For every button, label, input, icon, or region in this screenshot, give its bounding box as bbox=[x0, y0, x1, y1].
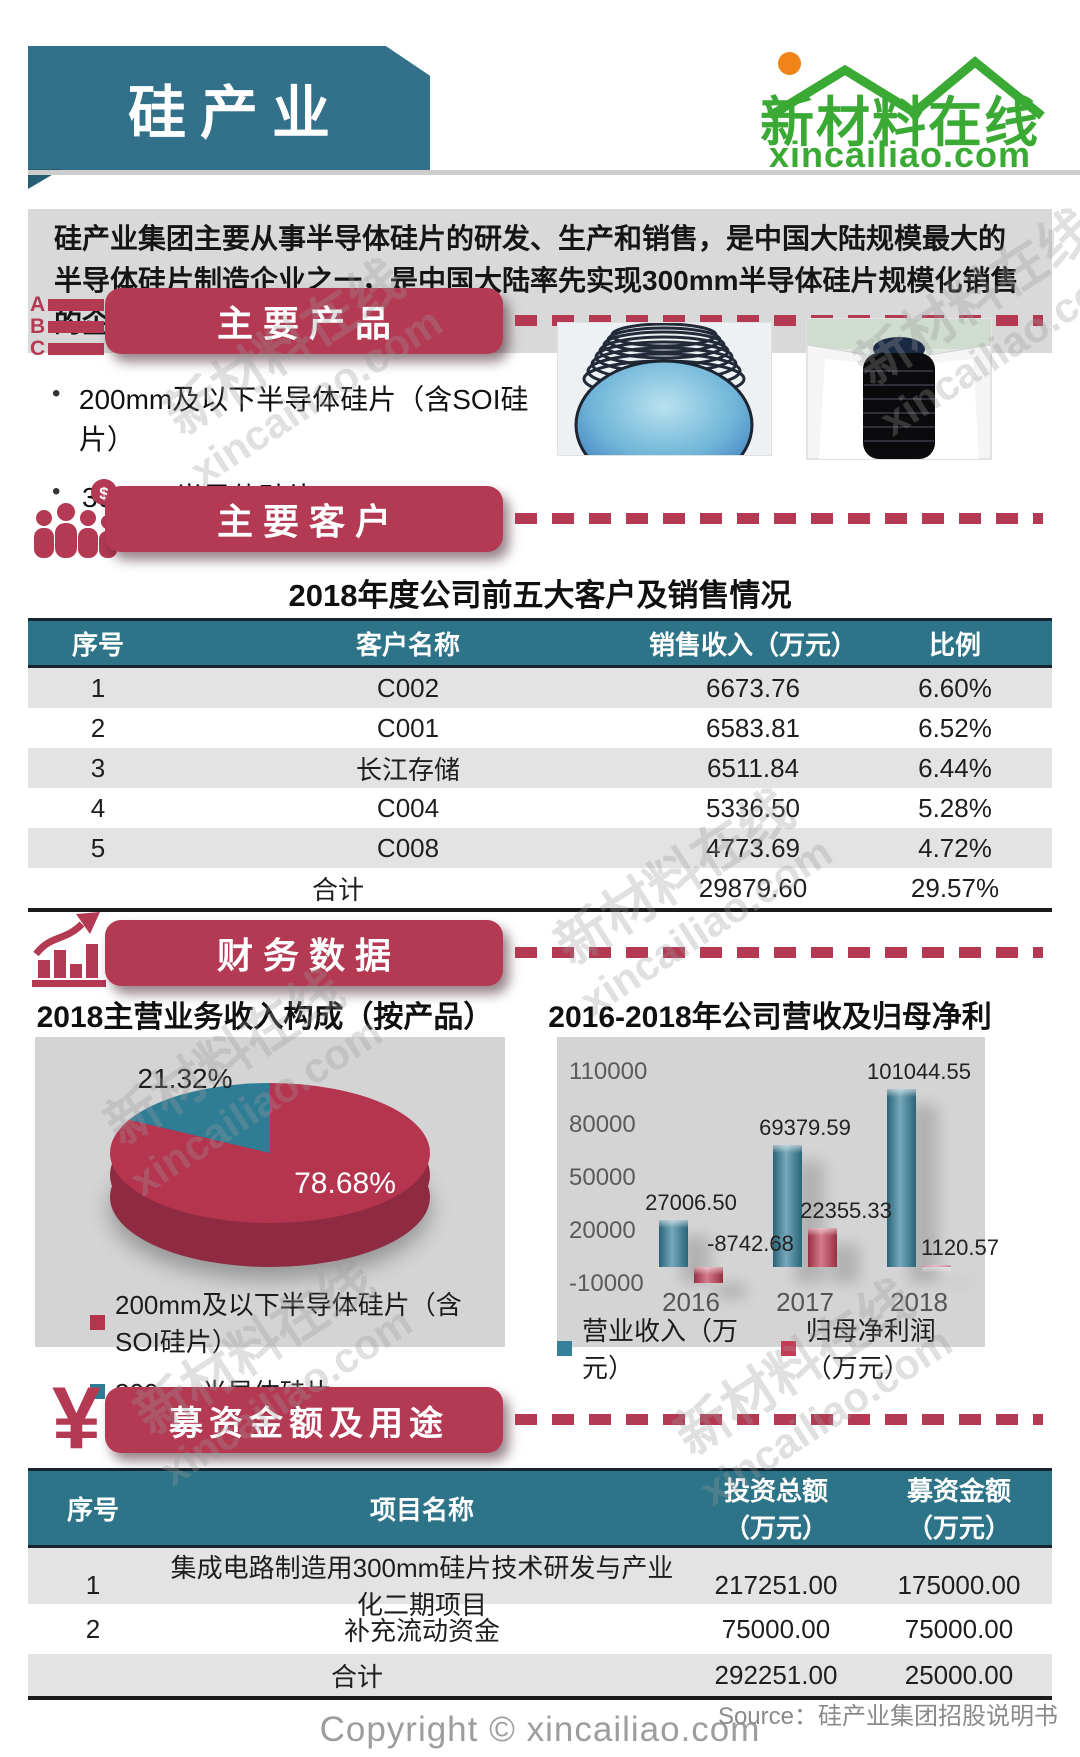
bar-plot: 110000 80000 50000 20000 -10000 27006.50 69379… bbox=[557, 1037, 999, 1347]
header-divider bbox=[28, 170, 1080, 175]
copyright-text: Copyright © xincailiao.com bbox=[319, 1710, 761, 1749]
section-banner-funding: 募资金额及用途 bbox=[105, 1387, 503, 1453]
bar-2016-series0 bbox=[659, 1219, 688, 1268]
bar-value-label: 27006.50 bbox=[645, 1189, 737, 1215]
source-text: Source：硅产业集团招股说明书 bbox=[717, 1703, 1058, 1730]
column-header: 募资金额 （万元） bbox=[906, 1476, 1011, 1543]
y-axis-tick: 110000 bbox=[569, 1058, 648, 1085]
column-header: 比例 bbox=[928, 629, 981, 660]
section-banner-finance: 财务数据 bbox=[105, 920, 503, 986]
legend-swatch bbox=[780, 1340, 796, 1356]
bullet-icon: • bbox=[52, 478, 61, 505]
table-row: 1 集成电路制造用300mm硅片技术研发与产业化二期项目 217251.00 1… bbox=[28, 1548, 1052, 1620]
bar-legend: 营业收入（万元） 归母净利润（万元） bbox=[557, 1311, 985, 1385]
bar-value-label: 1120.57 bbox=[921, 1235, 999, 1261]
section-banner-customers: 主要客户 bbox=[105, 486, 503, 552]
page-title-banner: 硅产业 bbox=[28, 46, 430, 170]
column-header: 客户名称 bbox=[355, 629, 460, 660]
dashed-line bbox=[515, 1414, 1043, 1425]
wafer-stack-photo bbox=[557, 322, 772, 456]
x-axis-label: 2016 bbox=[662, 1287, 720, 1317]
section-title-products: 主要产品 bbox=[216, 303, 401, 344]
logo-domain: xincailiao.com bbox=[768, 134, 1032, 175]
section-title-funding: 募资金额及用途 bbox=[169, 1404, 449, 1443]
bar-2018-series1 bbox=[922, 1265, 951, 1274]
x-axis-label: 2017 bbox=[776, 1287, 834, 1317]
column-header: 投资总额 （万元） bbox=[723, 1476, 828, 1543]
legend-label: 营业收入（万元） bbox=[582, 1316, 739, 1383]
bar-2017-series1 bbox=[808, 1227, 837, 1268]
y-axis-tick: 80000 bbox=[569, 1111, 636, 1138]
product-item-label: 200mm及以下半导体硅片（含SOI硅片） bbox=[78, 384, 529, 455]
legend-label: 归母净利润（万元） bbox=[805, 1316, 936, 1383]
table-row: 5 C008 4773.69 4.72% bbox=[28, 828, 1052, 868]
section-title-finance: 财务数据 bbox=[216, 935, 401, 976]
table-row: 1 C002 6673.76 6.60% bbox=[28, 668, 1052, 708]
pie-3d-top bbox=[110, 1083, 430, 1223]
table-row: 3 长江存储 6511.84 6.44% bbox=[28, 748, 1052, 788]
table-row: 2 C001 6583.81 6.52% bbox=[28, 708, 1052, 748]
table-total-row: 合计 292251.00 25000.00 bbox=[28, 1654, 1052, 1700]
bullet-icon: • bbox=[52, 380, 61, 407]
bar-value-label: 101044.55 bbox=[867, 1058, 971, 1084]
funding-table: 序号 项目名称 投资总额 （万元） 募资金额 （万元） 1 集成电路制造用300… bbox=[28, 1468, 1052, 1700]
legend-swatch bbox=[557, 1340, 572, 1356]
wafer-cassette-photo bbox=[806, 318, 992, 460]
section-title-customers: 主要客户 bbox=[216, 501, 401, 542]
bar-2018-series0 bbox=[887, 1088, 916, 1268]
bar-value-label: -8742.68 bbox=[707, 1231, 794, 1257]
section-banner-products: 主要产品 bbox=[105, 288, 503, 354]
pie-chart-panel: 21.32% 78.68% 200mm及以下半导体硅片（含SOI硅片） 300m… bbox=[35, 1037, 505, 1408]
dashed-line bbox=[515, 513, 1043, 524]
pie-slice-label: 21.32% bbox=[137, 1063, 233, 1094]
legend-swatch bbox=[90, 1384, 105, 1399]
table-header-row: 序号 客户名称 销售收入（万元） 比例 bbox=[28, 618, 1052, 668]
abc-list-icon: A B C bbox=[30, 293, 104, 360]
pie-chart-title: 2018主营业务收入构成（按产品） bbox=[36, 1001, 494, 1034]
logo-roof-icon bbox=[767, 56, 1045, 120]
bar-2016-series1 bbox=[694, 1267, 723, 1283]
customer-table-title: 2018年度公司前五大客户及销售情况 bbox=[288, 578, 792, 613]
y-axis-tick: 50000 bbox=[569, 1164, 636, 1191]
dashed-line bbox=[515, 947, 1043, 958]
table-header-row: 序号 项目名称 投资总额 （万元） 募资金额 （万元） bbox=[28, 1468, 1052, 1548]
legend-item: 营业收入（万元） bbox=[557, 1311, 741, 1385]
table-row: 2 补充流动资金 75000.00 75000.00 bbox=[28, 1604, 1052, 1654]
site-logo: 新材料在线 xincailiao.com bbox=[750, 40, 1050, 175]
legend-item: 200mm及以下半导体硅片（含SOI硅片） bbox=[90, 1285, 505, 1359]
abc-letter: B bbox=[30, 315, 46, 338]
dollar-badge: $ bbox=[99, 484, 109, 503]
table-total-row: 合计 29879.60 29.57% bbox=[28, 868, 1052, 912]
abc-letter: C bbox=[30, 337, 46, 360]
column-header: 销售收入（万元） bbox=[648, 629, 857, 660]
yen-icon: ¥ bbox=[52, 1368, 101, 1467]
logo-name: 新材料在线 bbox=[760, 93, 1040, 153]
y-axis-tick: -10000 bbox=[569, 1270, 644, 1297]
y-axis-tick: 20000 bbox=[569, 1217, 636, 1244]
table-row: 4 C004 5336.50 5.28% bbox=[28, 788, 1052, 828]
list-item: • 200mm及以下半导体硅片（含SOI硅片） bbox=[52, 378, 532, 458]
bar-value-label: 69379.59 bbox=[759, 1114, 851, 1140]
bar-2017-series0 bbox=[773, 1144, 802, 1268]
bar-chart-panel: 110000 80000 50000 20000 -10000 27006.50 69379… bbox=[557, 1037, 999, 1383]
finance-chart-icon bbox=[32, 912, 106, 987]
x-axis-label: 2018 bbox=[890, 1287, 948, 1317]
column-header: 序号 bbox=[66, 1494, 119, 1525]
legend-swatch bbox=[90, 1314, 105, 1330]
legend-item: 归母净利润（万元） bbox=[780, 1311, 985, 1385]
abc-letter: A bbox=[30, 293, 46, 316]
dashed-line bbox=[515, 315, 1043, 326]
legend-label: 200mm及以下半导体硅片（含SOI硅片） bbox=[115, 1290, 462, 1357]
pie-slice-label: 78.68% bbox=[294, 1167, 396, 1200]
customer-table: 序号 客户名称 销售收入（万元） 比例 1 C002 6673.76 6.60%… bbox=[28, 618, 1052, 912]
column-header: 项目名称 bbox=[369, 1494, 474, 1525]
logo-sun-icon bbox=[778, 52, 801, 75]
bar-value-label: 22355.33 bbox=[800, 1197, 892, 1223]
column-header: 序号 bbox=[71, 629, 124, 660]
page-title: 硅产业 bbox=[127, 81, 344, 146]
